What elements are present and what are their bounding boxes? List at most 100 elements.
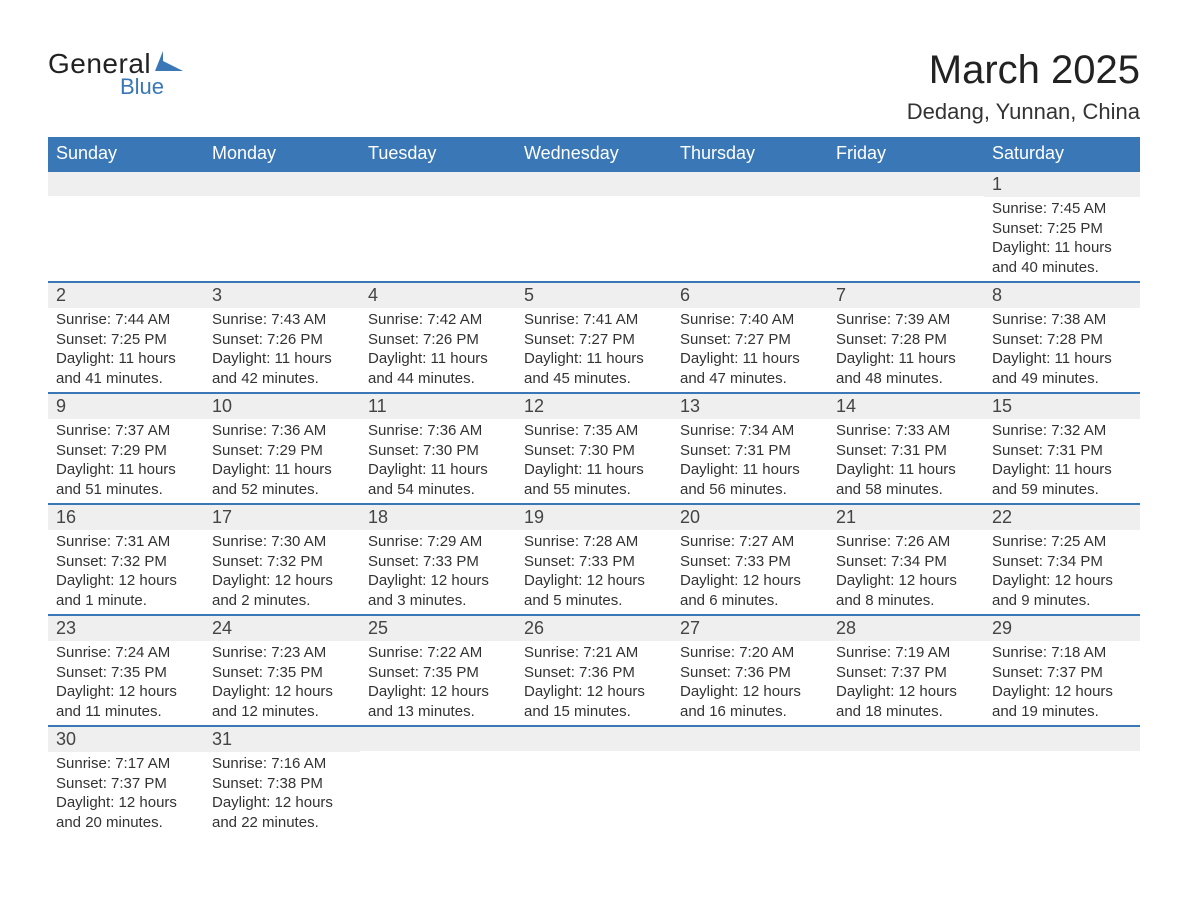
daylight-text: Daylight: 11 hours and 45 minutes. — [524, 349, 664, 388]
day-number: 7 — [828, 283, 984, 308]
day-header: Tuesday — [360, 137, 516, 171]
day-number: 18 — [360, 505, 516, 530]
sunset-text: Sunset: 7:26 PM — [368, 330, 508, 350]
day-data: Sunrise: 7:26 AMSunset: 7:34 PMDaylight:… — [828, 530, 984, 614]
day-data: Sunrise: 7:16 AMSunset: 7:38 PMDaylight:… — [204, 752, 360, 836]
day-data — [48, 196, 204, 268]
day-header-row: Sunday Monday Tuesday Wednesday Thursday… — [48, 137, 1140, 171]
day-number: 1 — [984, 172, 1140, 197]
sunrise-text: Sunrise: 7:31 AM — [56, 532, 196, 552]
calendar-cell: 14Sunrise: 7:33 AMSunset: 7:31 PMDayligh… — [828, 393, 984, 504]
calendar-cell: 29Sunrise: 7:18 AMSunset: 7:37 PMDayligh… — [984, 615, 1140, 726]
sunrise-text: Sunrise: 7:19 AM — [836, 643, 976, 663]
logo: General Blue — [48, 48, 183, 100]
day-data: Sunrise: 7:24 AMSunset: 7:35 PMDaylight:… — [48, 641, 204, 725]
daylight-text: Daylight: 12 hours and 11 minutes. — [56, 682, 196, 721]
sunset-text: Sunset: 7:37 PM — [992, 663, 1132, 683]
day-number: 2 — [48, 283, 204, 308]
calendar-cell — [204, 171, 360, 282]
calendar-cell: 3Sunrise: 7:43 AMSunset: 7:26 PMDaylight… — [204, 282, 360, 393]
sunset-text: Sunset: 7:37 PM — [56, 774, 196, 794]
sunrise-text: Sunrise: 7:38 AM — [992, 310, 1132, 330]
day-number: 9 — [48, 394, 204, 419]
sunrise-text: Sunrise: 7:37 AM — [56, 421, 196, 441]
sunset-text: Sunset: 7:32 PM — [56, 552, 196, 572]
day-data: Sunrise: 7:44 AMSunset: 7:25 PMDaylight:… — [48, 308, 204, 392]
sunrise-text: Sunrise: 7:18 AM — [992, 643, 1132, 663]
sunset-text: Sunset: 7:25 PM — [56, 330, 196, 350]
day-header: Monday — [204, 137, 360, 171]
location-subtitle: Dedang, Yunnan, China — [907, 99, 1140, 125]
sunrise-text: Sunrise: 7:25 AM — [992, 532, 1132, 552]
calendar-cell — [984, 726, 1140, 836]
sunrise-text: Sunrise: 7:35 AM — [524, 421, 664, 441]
day-number: 22 — [984, 505, 1140, 530]
calendar-cell: 15Sunrise: 7:32 AMSunset: 7:31 PMDayligh… — [984, 393, 1140, 504]
calendar-cell: 5Sunrise: 7:41 AMSunset: 7:27 PMDaylight… — [516, 282, 672, 393]
header: General Blue March 2025 Dedang, Yunnan, … — [48, 48, 1140, 125]
day-number: 19 — [516, 505, 672, 530]
sunset-text: Sunset: 7:28 PM — [992, 330, 1132, 350]
sunrise-text: Sunrise: 7:34 AM — [680, 421, 820, 441]
day-number: 13 — [672, 394, 828, 419]
daylight-text: Daylight: 11 hours and 56 minutes. — [680, 460, 820, 499]
day-data: Sunrise: 7:22 AMSunset: 7:35 PMDaylight:… — [360, 641, 516, 725]
day-number — [516, 172, 672, 196]
daylight-text: Daylight: 11 hours and 47 minutes. — [680, 349, 820, 388]
sunrise-text: Sunrise: 7:42 AM — [368, 310, 508, 330]
calendar-cell — [360, 726, 516, 836]
day-data: Sunrise: 7:17 AMSunset: 7:37 PMDaylight:… — [48, 752, 204, 836]
daylight-text: Daylight: 12 hours and 22 minutes. — [212, 793, 352, 832]
day-number: 3 — [204, 283, 360, 308]
sunrise-text: Sunrise: 7:26 AM — [836, 532, 976, 552]
day-data: Sunrise: 7:39 AMSunset: 7:28 PMDaylight:… — [828, 308, 984, 392]
daylight-text: Daylight: 11 hours and 51 minutes. — [56, 460, 196, 499]
calendar-cell — [516, 726, 672, 836]
day-data: Sunrise: 7:45 AMSunset: 7:25 PMDaylight:… — [984, 197, 1140, 281]
sunset-text: Sunset: 7:33 PM — [680, 552, 820, 572]
day-data: Sunrise: 7:41 AMSunset: 7:27 PMDaylight:… — [516, 308, 672, 392]
daylight-text: Daylight: 11 hours and 59 minutes. — [992, 460, 1132, 499]
daylight-text: Daylight: 11 hours and 49 minutes. — [992, 349, 1132, 388]
logo-text-blue: Blue — [120, 74, 164, 100]
day-number: 20 — [672, 505, 828, 530]
day-data: Sunrise: 7:38 AMSunset: 7:28 PMDaylight:… — [984, 308, 1140, 392]
sunset-text: Sunset: 7:36 PM — [524, 663, 664, 683]
day-number — [672, 727, 828, 751]
sunset-text: Sunset: 7:27 PM — [680, 330, 820, 350]
day-number: 12 — [516, 394, 672, 419]
sunrise-text: Sunrise: 7:36 AM — [368, 421, 508, 441]
sunset-text: Sunset: 7:26 PM — [212, 330, 352, 350]
daylight-text: Daylight: 11 hours and 54 minutes. — [368, 460, 508, 499]
sunset-text: Sunset: 7:35 PM — [212, 663, 352, 683]
day-number — [984, 727, 1140, 751]
calendar-cell: 26Sunrise: 7:21 AMSunset: 7:36 PMDayligh… — [516, 615, 672, 726]
sunrise-text: Sunrise: 7:24 AM — [56, 643, 196, 663]
sunrise-text: Sunrise: 7:32 AM — [992, 421, 1132, 441]
calendar-cell: 6Sunrise: 7:40 AMSunset: 7:27 PMDaylight… — [672, 282, 828, 393]
day-data — [516, 196, 672, 268]
calendar-table: Sunday Monday Tuesday Wednesday Thursday… — [48, 137, 1140, 836]
calendar-cell: 4Sunrise: 7:42 AMSunset: 7:26 PMDaylight… — [360, 282, 516, 393]
day-header: Friday — [828, 137, 984, 171]
sunset-text: Sunset: 7:34 PM — [836, 552, 976, 572]
calendar-cell — [672, 726, 828, 836]
day-number: 24 — [204, 616, 360, 641]
daylight-text: Daylight: 12 hours and 2 minutes. — [212, 571, 352, 610]
sunrise-text: Sunrise: 7:22 AM — [368, 643, 508, 663]
day-number: 26 — [516, 616, 672, 641]
calendar-cell: 24Sunrise: 7:23 AMSunset: 7:35 PMDayligh… — [204, 615, 360, 726]
sunset-text: Sunset: 7:35 PM — [56, 663, 196, 683]
sunset-text: Sunset: 7:29 PM — [56, 441, 196, 461]
sunset-text: Sunset: 7:27 PM — [524, 330, 664, 350]
week-row: 30Sunrise: 7:17 AMSunset: 7:37 PMDayligh… — [48, 726, 1140, 836]
sunrise-text: Sunrise: 7:44 AM — [56, 310, 196, 330]
calendar-cell: 31Sunrise: 7:16 AMSunset: 7:38 PMDayligh… — [204, 726, 360, 836]
daylight-text: Daylight: 12 hours and 5 minutes. — [524, 571, 664, 610]
day-data: Sunrise: 7:31 AMSunset: 7:32 PMDaylight:… — [48, 530, 204, 614]
day-number: 30 — [48, 727, 204, 752]
calendar-cell: 17Sunrise: 7:30 AMSunset: 7:32 PMDayligh… — [204, 504, 360, 615]
sunrise-text: Sunrise: 7:33 AM — [836, 421, 976, 441]
day-data — [828, 751, 984, 823]
calendar-cell: 18Sunrise: 7:29 AMSunset: 7:33 PMDayligh… — [360, 504, 516, 615]
